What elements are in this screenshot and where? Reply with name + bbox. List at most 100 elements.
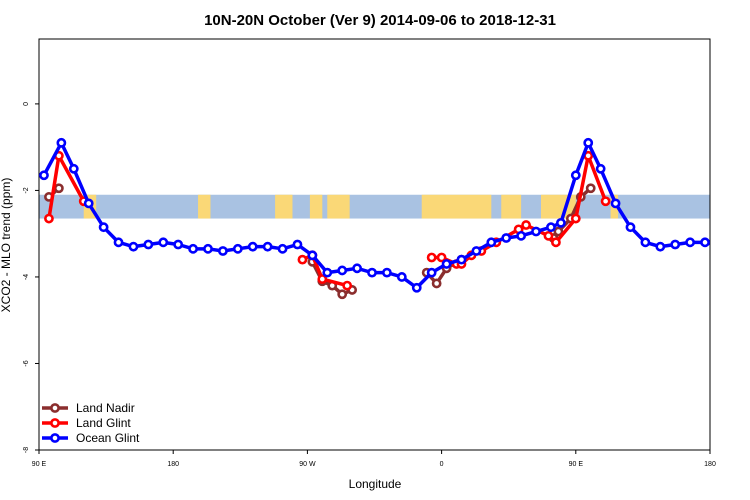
series-ocean-glint-point-45: [700, 237, 710, 248]
series-land-nadir-point-8: [431, 278, 442, 289]
series-ocean-glint-point-9: [173, 239, 184, 250]
series-land-glint-point-20: [600, 196, 611, 207]
series-land-glint-point-15: [521, 220, 531, 230]
series-land-nadir-point-5: [337, 289, 348, 300]
x-tick-label-3: 0: [440, 461, 444, 468]
series-ocean-glint-point-20: [337, 265, 348, 276]
series-ocean-glint-point-7: [143, 239, 154, 250]
series-ocean-glint-point-2: [68, 163, 79, 174]
series-ocean-glint-point-17: [292, 239, 303, 250]
map-land-5: [421, 194, 492, 219]
map-band: [39, 194, 710, 219]
y-axis-label: XCO2 - MLO trend (ppm): [0, 178, 13, 313]
series-land-glint-point-5: [317, 274, 328, 285]
series-ocean-glint-point-34: [546, 222, 556, 233]
series-ocean-glint-point-11: [203, 243, 213, 254]
series-ocean-glint-point-23: [382, 267, 392, 278]
series-ocean-glint-point-4: [98, 222, 109, 233]
x-tick-label-5: 180: [704, 461, 716, 468]
x-axis: 90 E 180 90 W 0 90 E 180: [32, 450, 716, 468]
legend-label-ocean-glint: Ocean Glint: [76, 431, 140, 445]
x-tick-label-1: 180: [167, 461, 179, 468]
series-ocean-glint-point-6: [128, 241, 139, 252]
series-land-glint-point-17: [551, 237, 561, 248]
legend-marker-land-nadir: [50, 403, 60, 413]
series-ocean-glint-point-24: [396, 272, 407, 282]
y-tick-label-2: -4: [23, 274, 30, 280]
y-tick-label-4: -8: [23, 447, 30, 453]
series-ocean-glint-point-8: [158, 237, 169, 248]
series-ocean-glint: [39, 137, 710, 293]
series-ocean-glint-point-21: [352, 263, 363, 274]
series-land-glint-point-3: [297, 254, 308, 265]
series-group: [39, 137, 710, 300]
y-tick-label-3: -6: [23, 360, 30, 366]
series-ocean-glint-point-37: [583, 137, 594, 148]
series-ocean-glint-point-36: [570, 170, 581, 181]
map-land-6: [501, 194, 522, 219]
legend-label-land-nadir: Land Nadir: [76, 401, 135, 415]
series-land-glint-point-7: [426, 252, 437, 263]
plot-frame: [38, 38, 711, 451]
x-tick-label-2: 90 W: [299, 461, 316, 468]
series-land-nadir-point-1: [53, 183, 64, 194]
series-ocean-glint-point-31: [501, 233, 512, 243]
y-tick-label-1: -2: [23, 187, 30, 193]
series-ocean-glint-point-19: [322, 267, 333, 278]
series-ocean-glint-point-43: [670, 239, 681, 250]
legend-item-land-nadir: Land Nadir: [42, 401, 135, 415]
series-ocean-glint-point-5: [113, 237, 124, 248]
series-ocean-glint-point-25: [411, 282, 422, 293]
series-ocean-glint-point-38: [595, 163, 606, 174]
series-ocean-glint-point-29: [471, 246, 482, 256]
series-ocean-glint-point-44: [685, 237, 696, 248]
x-tick-label-0: 90 E: [32, 461, 47, 468]
series-ocean-glint-point-18: [307, 250, 318, 261]
legend-label-land-glint: Land Glint: [76, 416, 131, 430]
series-ocean-glint-point-28: [456, 254, 467, 265]
series-ocean-glint-point-42: [655, 241, 666, 252]
y-axis: 0 -2 -4 -6 -8: [23, 102, 39, 453]
legend-item-ocean-glint: Ocean Glint: [42, 431, 140, 445]
series-ocean-glint-line-0: [42, 141, 706, 290]
series-ocean-glint-point-10: [188, 243, 198, 254]
series-land-nadir-point-15: [585, 183, 596, 194]
legend-item-land-glint: Land Glint: [42, 416, 131, 430]
series-ocean-glint-point-14: [247, 241, 258, 252]
series-ocean-glint-point-26: [426, 267, 437, 278]
y-tick-label-0: 0: [23, 102, 30, 106]
series-ocean-glint-point-35: [555, 217, 566, 228]
x-tick-label-4: 90 E: [569, 461, 584, 468]
series-land-glint-point-16: [543, 230, 554, 241]
map-land-1: [198, 194, 211, 219]
series-ocean-glint-point-39: [610, 198, 621, 209]
series-ocean-glint-point-13: [232, 243, 243, 254]
chart-title: 10N-20N October (Ver 9) 2014-09-06 to 20…: [204, 12, 556, 29]
series-ocean-glint-point-12: [218, 246, 228, 256]
series-ocean-glint-point-27: [441, 259, 452, 269]
series-land-glint-point-18: [570, 213, 581, 224]
series-ocean-glint-point-16: [277, 243, 288, 254]
legend-marker-ocean-glint: [50, 433, 60, 443]
series-ocean-glint-point-30: [486, 237, 497, 248]
map-land-2: [275, 194, 293, 219]
x-axis-label: Longitude: [349, 477, 402, 491]
series-land-glint-point-6: [342, 280, 353, 291]
series-ocean-glint-point-41: [640, 237, 651, 248]
series-ocean-glint-point-0: [39, 170, 49, 181]
series-ocean-glint-point-33: [531, 226, 541, 237]
map-land-4: [327, 194, 350, 219]
map-land-3: [309, 194, 323, 219]
series-land-glint-point-0: [44, 213, 54, 224]
series-ocean-glint-point-32: [516, 230, 527, 241]
series-ocean-glint-point-15: [262, 241, 273, 252]
legend-marker-land-glint: [50, 418, 60, 428]
series-ocean-glint-point-40: [625, 222, 636, 233]
series-ocean-glint-point-22: [367, 267, 377, 278]
series-land-glint-line-1: [301, 253, 348, 288]
series-land-nadir-point-12: [553, 226, 564, 237]
series-ocean-glint-point-1: [56, 137, 67, 148]
series-land-glint-point-8: [436, 252, 447, 263]
